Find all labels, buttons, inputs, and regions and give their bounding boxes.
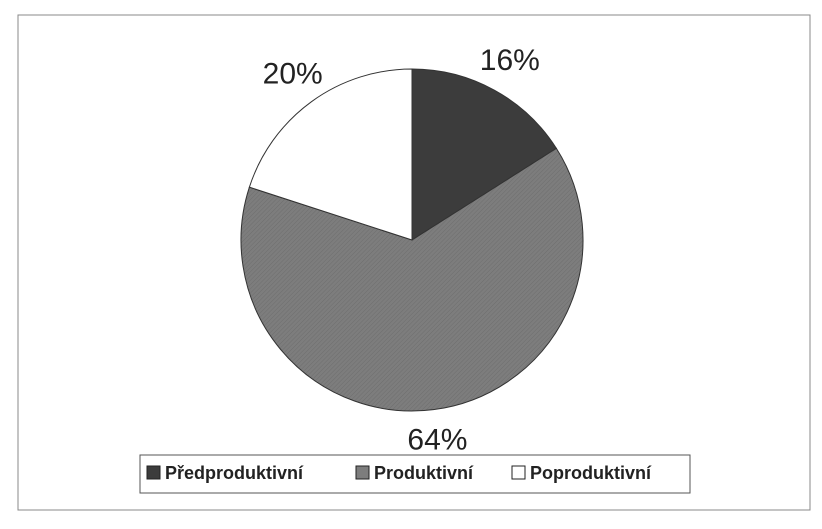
- legend-label: Poproduktivní: [530, 463, 652, 483]
- legend-frame: [139, 454, 691, 494]
- data-label: 64%: [407, 423, 467, 456]
- legend-swatch: [146, 465, 161, 480]
- legend-swatch: [355, 465, 370, 480]
- legend-label: Produktivní: [374, 463, 474, 483]
- slice-texture: [240, 148, 583, 412]
- legend-swatch: [511, 465, 526, 480]
- pie-slice: [248, 68, 413, 241]
- pie-slice: [411, 68, 558, 241]
- data-label: 20%: [263, 58, 323, 91]
- legend-label: Předproduktivní: [165, 463, 304, 483]
- data-label: 16%: [480, 44, 540, 77]
- pie: 16% 64% 20%: [240, 44, 584, 456]
- legend: Předproduktivní Produktivní Poproduktivní: [146, 463, 652, 483]
